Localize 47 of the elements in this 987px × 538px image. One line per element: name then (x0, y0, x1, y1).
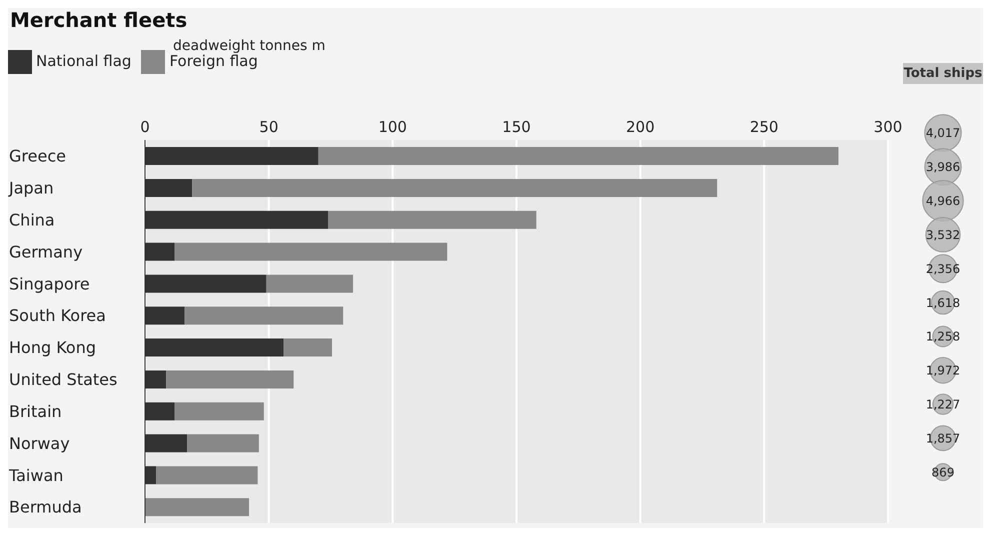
bar (145, 498, 250, 516)
x-axis-title: deadweight tonnes m (173, 38, 326, 54)
bar (156, 466, 258, 484)
y-tick-label: Singapore (9, 274, 90, 294)
chart-title: Merchant fleets (10, 8, 188, 32)
x-tick-label: 300 (874, 118, 902, 136)
data-label: 3,986 (926, 160, 960, 174)
data-label: 1,972 (926, 364, 960, 378)
y-tick-label: Germany (9, 242, 83, 262)
bar (166, 370, 294, 388)
legend-label: National flag (36, 52, 132, 70)
x-tick-label: 250 (750, 118, 778, 136)
x-tick-label: 150 (502, 118, 531, 136)
x-tick-label: 50 (259, 118, 278, 136)
data-label: 1,857 (926, 431, 960, 446)
x-tick-label: 200 (626, 118, 655, 136)
bar (192, 178, 718, 197)
y-tick-label: Japan (8, 178, 54, 198)
data-label: 3,532 (926, 228, 960, 242)
bar (318, 147, 838, 166)
data-label: 1,618 (926, 296, 960, 310)
data-label: 1,258 (926, 330, 960, 344)
x-tick-label: 100 (378, 118, 407, 136)
bar (328, 210, 536, 229)
bar (174, 242, 448, 261)
y-tick-label: United States (9, 370, 118, 390)
text: Total ships (903, 63, 983, 84)
y-tick-label: Bermuda (9, 498, 82, 517)
x-tick-label: 0 (140, 118, 150, 136)
data-label: 4,017 (926, 126, 960, 140)
y-tick-label: Taiwan (8, 466, 64, 485)
data-label: 869 (932, 465, 954, 480)
data-label: 2,356 (926, 262, 960, 276)
y-tick-label: Norway (9, 434, 70, 453)
y-tick-label: South Korea (9, 306, 106, 326)
y-tick-label: Britain (9, 402, 62, 421)
y-tick-label: Greece (9, 146, 66, 166)
y-tick-label: Hong Kong (9, 338, 96, 358)
y-tick-label: China (9, 210, 55, 230)
bar (184, 306, 344, 325)
bar (284, 338, 332, 357)
bar (174, 402, 264, 420)
bar (187, 434, 259, 452)
data-label: 4,966 (926, 194, 960, 208)
data-label: 1,227 (926, 398, 960, 412)
bar (266, 274, 354, 293)
legend-label: Foreign flag (169, 52, 258, 70)
